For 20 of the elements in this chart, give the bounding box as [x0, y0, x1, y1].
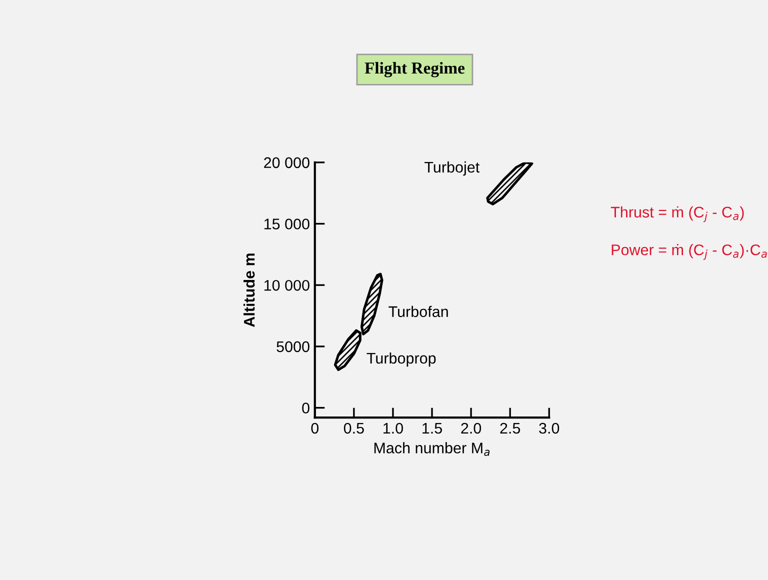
- x-tick-label: 3.0: [539, 422, 560, 434]
- x-axis-title: Mach number M$_{a}$: [374, 442, 490, 456]
- series-label: Turboprop: [366, 352, 436, 367]
- x-tick-label: 0.5: [344, 422, 364, 434]
- x-tick-label: 2.5: [500, 422, 520, 434]
- series-label: Turbojet: [424, 161, 480, 176]
- x-tick-label: 1.5: [422, 423, 442, 434]
- chart-title: Flight Regime: [364, 62, 465, 78]
- y-tick-label: 0: [302, 402, 310, 414]
- y-axis-title: Altitude m: [244, 254, 255, 327]
- x-tick-label: 2.0: [461, 422, 482, 434]
- y-tick-label: 10 000: [264, 280, 310, 291]
- x-tick-label: 1.0: [384, 422, 403, 434]
- y-tick-label: 5000: [276, 341, 310, 352]
- text: Thrust = ṁ (C$_{j}$ - C$_{a}$): [610, 206, 744, 222]
- y-tick-label: 20 000: [264, 157, 310, 168]
- x-tick-label: 0: [311, 422, 319, 434]
- y-tick-label: 15 000: [264, 218, 310, 230]
- series-label: Turbofan: [388, 306, 448, 318]
- text: Power = ṁ (C$_{j}$ - C$_{a}$)·C$_{a}$: [612, 244, 767, 260]
